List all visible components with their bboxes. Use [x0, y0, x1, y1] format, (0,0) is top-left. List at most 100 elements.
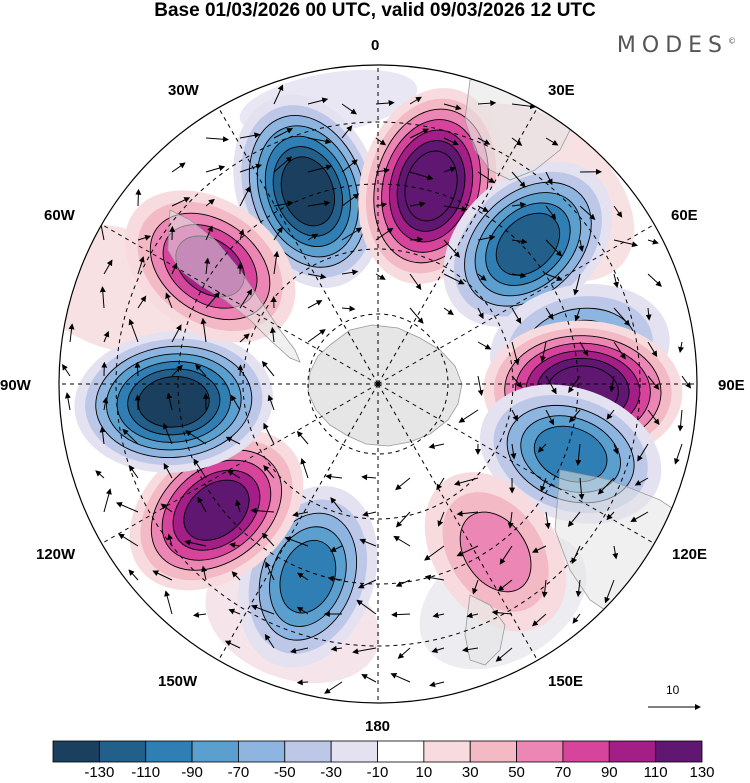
wind-arrow — [409, 128, 429, 139]
wind-arrow — [613, 273, 619, 289]
wind-arrow — [507, 511, 514, 529]
wind-arrow — [574, 307, 581, 322]
colorbar-swatch — [238, 740, 286, 763]
wind-arrow — [341, 125, 353, 139]
wind-arrow — [645, 307, 652, 321]
wind-arrow — [341, 159, 358, 173]
wind-arrow — [341, 227, 363, 241]
wind-arrow — [391, 611, 411, 618]
wind-arrow — [409, 171, 434, 181]
wind-arrow — [197, 496, 207, 513]
wind-arrow — [64, 392, 71, 411]
wind-arrow — [239, 185, 251, 207]
wind-arrow — [239, 163, 262, 173]
wind-arrow — [647, 273, 662, 287]
lon-label-150e: 150E — [548, 673, 584, 690]
colorbar-swatch — [52, 740, 100, 763]
wind-arrow — [239, 288, 253, 309]
wind-arrow — [296, 430, 309, 445]
wind-arrow — [205, 136, 229, 143]
wind-arrow — [162, 422, 173, 445]
colorbar-swatch — [469, 740, 517, 763]
wind-arrow — [251, 604, 275, 615]
wind-arrow — [491, 609, 513, 616]
wind-arrow — [375, 167, 390, 174]
wind-arrow — [250, 507, 275, 514]
wind-vectors — [61, 84, 692, 694]
meridian-line — [377, 383, 660, 547]
meridian-line — [215, 383, 379, 666]
colorbar-tick-label: 90 — [600, 764, 618, 781]
wind-arrow — [263, 464, 275, 479]
wind-arrow — [103, 488, 112, 513]
anomaly-contour — [404, 150, 458, 222]
wind-arrow — [424, 574, 445, 581]
pole-marker — [376, 382, 380, 386]
wind-arrow — [296, 679, 309, 686]
meridian-line — [377, 102, 541, 385]
wind-arrow — [307, 329, 326, 343]
wind-arrow — [545, 409, 555, 426]
wind-arrow — [261, 532, 275, 547]
wind-arrow — [341, 269, 359, 276]
wind-arrow — [307, 233, 319, 241]
wind-arrow — [160, 503, 173, 513]
wind-arrow — [612, 443, 619, 455]
wind-arrow — [102, 397, 109, 411]
reference-vector-label: 10 — [666, 683, 680, 697]
wind-arrow — [200, 317, 207, 343]
wind-arrow — [128, 569, 139, 581]
wind-arrow — [647, 238, 659, 245]
wind-arrow — [613, 341, 626, 360]
wind-arrow — [356, 599, 377, 615]
wind-arrow — [472, 579, 479, 595]
wind-arrow — [239, 132, 261, 139]
wind-arrow — [359, 538, 377, 547]
wind-arrow — [135, 188, 142, 207]
wind-arrow — [568, 409, 581, 423]
colorbar-swatch — [423, 740, 471, 763]
lon-label-30w: 30W — [168, 82, 199, 99]
wind-arrow — [443, 307, 454, 316]
wind-arrow — [118, 533, 139, 547]
wind-arrow — [613, 239, 639, 248]
wind-arrow — [545, 205, 557, 220]
wind-arrow — [352, 647, 377, 655]
wind-arrow — [443, 273, 465, 285]
wind-arrow — [443, 137, 459, 146]
wind-arrow — [99, 286, 106, 309]
wind-arrow — [167, 533, 174, 547]
anomaly-contour — [280, 156, 335, 227]
wind-arrow — [184, 539, 207, 547]
wind-arrow — [579, 341, 589, 357]
wind-arrow — [205, 165, 226, 173]
wind-arrow — [477, 307, 484, 320]
meridian-line — [96, 383, 379, 547]
lon-label-90w: 90W — [0, 377, 31, 394]
colorbar-tick-label: -130 — [84, 764, 115, 781]
wind-arrow — [164, 590, 173, 615]
wind-arrow — [229, 542, 241, 549]
wind-arrow — [273, 156, 293, 173]
wind-arrow — [606, 409, 615, 420]
wind-arrow — [510, 443, 517, 460]
wind-arrow — [137, 234, 152, 241]
anomaly-contour — [459, 511, 532, 593]
wind-arrow — [68, 323, 75, 343]
wind-arrow — [273, 250, 280, 275]
colorbar-swatch — [330, 740, 378, 763]
wind-arrow — [307, 200, 331, 207]
wind-arrow — [537, 443, 547, 453]
wind-arrow — [511, 272, 527, 279]
lon-label-60e: 60E — [671, 207, 698, 224]
wind-arrow — [647, 375, 660, 390]
wind-arrow — [375, 137, 387, 146]
wind-arrow — [613, 205, 623, 218]
wind-arrow — [273, 226, 283, 241]
colorbar-tick-label: -50 — [273, 764, 296, 781]
wind-arrow — [103, 259, 113, 275]
wind-arrow — [409, 96, 422, 105]
wind-arrow — [567, 511, 581, 527]
wind-arrow — [677, 409, 684, 432]
wind-arrow — [545, 137, 559, 146]
